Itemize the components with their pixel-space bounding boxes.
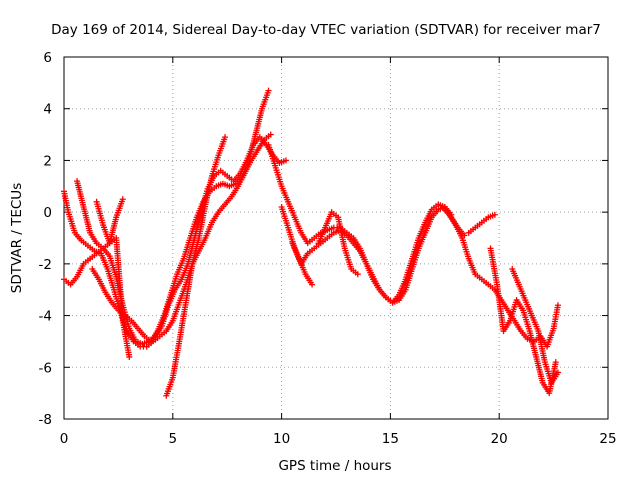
plot-area-border xyxy=(63,56,609,420)
series-sat-j xyxy=(315,209,361,278)
x-tick-label: 25 xyxy=(599,431,616,447)
data-point xyxy=(554,302,561,309)
x-tick-label: 0 xyxy=(60,431,69,447)
data-point xyxy=(282,157,289,164)
y-tick-label: 0 xyxy=(43,205,52,221)
data-point xyxy=(554,369,561,376)
series-sat-m xyxy=(487,245,559,397)
x-axis-label: GPS time / hours xyxy=(278,458,391,474)
data-marks xyxy=(61,87,561,399)
series-sat-e xyxy=(93,196,126,247)
x-tick-label: 20 xyxy=(491,431,508,447)
data-point xyxy=(552,359,559,366)
x-tick-label: 5 xyxy=(169,431,178,447)
data-point xyxy=(265,87,272,94)
y-tick-label: -8 xyxy=(39,412,52,428)
grid xyxy=(64,57,608,419)
series-sat-h xyxy=(278,203,455,306)
data-point xyxy=(491,211,498,218)
series-sat-f xyxy=(74,178,133,360)
series-sat-i xyxy=(289,240,316,288)
data-point xyxy=(309,281,316,288)
series-sat-k xyxy=(439,203,561,350)
data-point xyxy=(222,134,229,141)
axis-ticks: 0 5 10 15 20 25 -8 -6 -4 -2 0 2 4 6 xyxy=(39,50,617,447)
y-axis-label: SDTVAR / TECUs xyxy=(9,183,25,293)
data-point xyxy=(267,131,274,138)
data-point xyxy=(119,196,126,203)
y-tick-label: -2 xyxy=(39,257,52,273)
series-sat-l xyxy=(465,211,498,236)
y-tick-label: -6 xyxy=(39,360,52,376)
y-tick-label: 2 xyxy=(43,153,52,169)
series-sat-n xyxy=(509,266,561,386)
x-tick-label: 15 xyxy=(382,431,399,447)
chart-title: Day 169 of 2014, Sidereal Day-to-day VTE… xyxy=(51,22,601,38)
x-tick-label: 10 xyxy=(273,431,290,447)
y-tick-label: 4 xyxy=(43,102,52,118)
y-tick-label: 6 xyxy=(43,50,52,66)
series-sat-g xyxy=(265,141,468,306)
data-point xyxy=(354,271,361,278)
data-point xyxy=(126,353,133,360)
y-tick-label: -4 xyxy=(39,309,52,325)
series-sat-d xyxy=(163,134,229,399)
